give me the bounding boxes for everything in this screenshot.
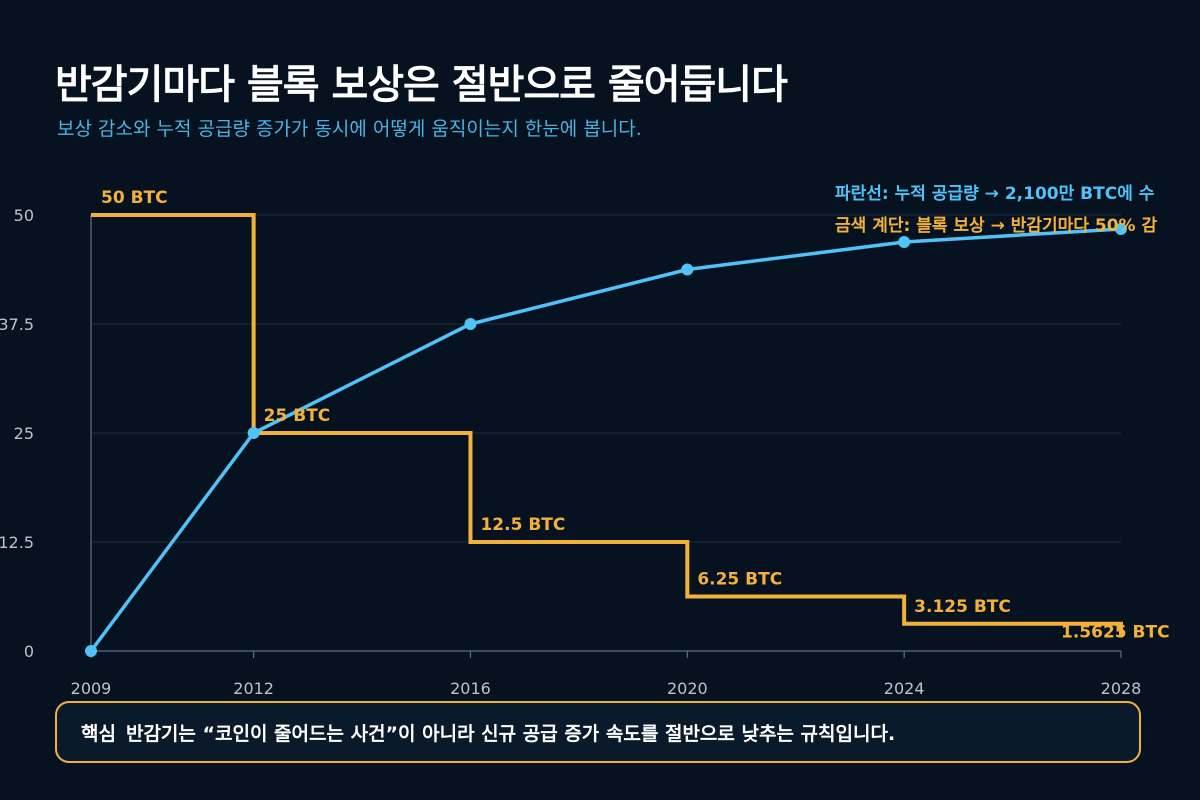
callout-text: 반감기는 “코인이 줄어드는 사건”이 아니라 신규 공급 증가 속도를 절반으… <box>125 722 896 745</box>
reward-data-label: 12.5 BTC <box>480 515 565 535</box>
reward-data-label: 1.5625 BTC <box>1061 622 1170 642</box>
legend-reward: 금색 계단: 블록 보상 → 반감기마다 50% 감 <box>835 216 1157 236</box>
callout-tag: 핵심 <box>81 722 116 745</box>
reward-step-line <box>91 213 1123 638</box>
supply-point <box>898 236 911 249</box>
reward-series <box>91 213 1123 638</box>
supply-series <box>85 222 1127 657</box>
y-tick-label: 0 <box>24 642 34 661</box>
x-tick-label: 2020 <box>667 679 708 698</box>
page-subtitle: 보상 감소와 누적 공급량 증가가 동시에 어떻게 움직이는지 한눈에 봅니다. <box>57 118 642 140</box>
key-takeaway-box: 핵심 반감기는 “코인이 줄어드는 사건”이 아니라 신규 공급 증가 속도를 … <box>55 701 1141 763</box>
page-title: 반감기마다 블록 보상은 절반으로 줄어듭니다 <box>55 62 788 108</box>
reward-data-label: 3.125 BTC <box>914 597 1011 617</box>
y-tick-label: 37.5 <box>0 315 34 334</box>
y-tick-label: 12.5 <box>0 533 34 552</box>
supply-point <box>681 263 694 276</box>
x-tick-label: 2012 <box>233 679 274 698</box>
reward-data-label: 50 BTC <box>101 188 168 208</box>
data-label-layer: 50 BTC 25 BTC 12.5 BTC 6.25 BTC 3.125 BTC 1.5… <box>101 188 1170 642</box>
x-tick-label: 2028 <box>1101 679 1142 698</box>
axis-layer: 0 12.5 25 37.5 50 2009 2012 2016 2020 2024 2028 <box>0 206 1141 698</box>
supply-point <box>464 318 477 330</box>
grid-layer <box>91 214 1121 543</box>
y-tick-label: 25 <box>14 424 34 443</box>
x-tick-label: 2024 <box>884 679 925 698</box>
x-tick-label: 2016 <box>450 679 491 698</box>
legend-supply: 파란선: 누적 공급량 → 2,100만 BTC에 수 <box>835 184 1155 204</box>
halving-chart: 0 12.5 25 37.5 50 2009 2012 2016 2020 2024 2028 50… <box>0 184 1170 698</box>
supply-point <box>1115 222 1127 235</box>
y-tick-label: 50 <box>14 206 34 225</box>
x-tick-label: 2009 <box>71 679 112 698</box>
supply-point <box>85 645 97 657</box>
supply-line <box>89 227 1122 653</box>
supply-point <box>247 427 260 439</box>
reward-data-label: 6.25 BTC <box>697 570 782 590</box>
reward-data-label: 25 BTC <box>264 406 331 426</box>
